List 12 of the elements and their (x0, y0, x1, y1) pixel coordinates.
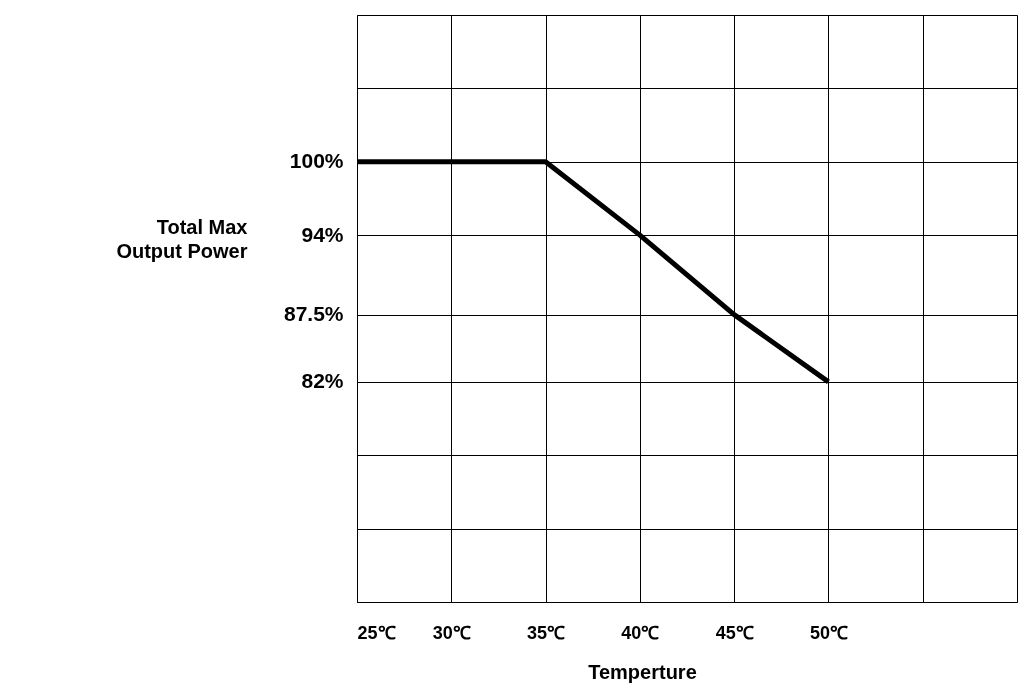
x-tick-label: 35℃ (527, 622, 566, 643)
x-tick-label: 40℃ (621, 622, 660, 643)
x-tick-label: 30℃ (432, 622, 471, 643)
x-tick-label: 50℃ (809, 622, 848, 643)
y-tick-label: 100% (289, 149, 344, 173)
y-tick-label: 87.5% (283, 302, 344, 326)
x-tick-label: 25℃ (357, 622, 396, 643)
x-tick-label: 45℃ (715, 622, 754, 643)
y-tick-label: 94% (301, 222, 344, 246)
y-tick-label: 82% (301, 369, 344, 393)
y-axis-title: Total Max Output Power (116, 215, 248, 262)
x-axis-title: Temperture (588, 660, 697, 683)
